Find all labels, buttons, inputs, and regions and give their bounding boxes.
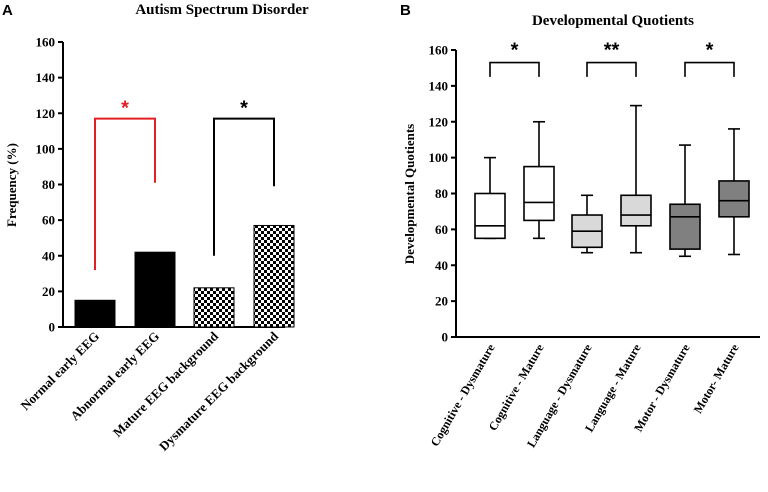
panel-b-significance-bracket [684, 61, 735, 77]
panel-b-y-tick-label: 100 [429, 150, 449, 165]
panel-b-boxes [474, 104, 750, 258]
panel-b-category-label: Motor - Dysmature [631, 341, 693, 434]
panel-b-significance: * ** * [489, 40, 735, 77]
panel-a-significance-bracket [94, 117, 156, 270]
panel-a-y-tick-label: 100 [36, 141, 56, 156]
panel-a-significance: * * [94, 98, 275, 270]
panel-a-category-label: Dysmature EEG background [156, 328, 282, 454]
panel-b-y-axis-label: Developmental Quotients [402, 124, 417, 264]
panel-b-box [474, 192, 506, 240]
panel-b-y-tick-label: 120 [429, 114, 449, 129]
panel-b-significance-star: * [511, 40, 519, 62]
panel-a-y-tick-label: 60 [42, 213, 55, 228]
panel-a-significance-bracket [213, 117, 275, 256]
panel-a-y-axis: 0 20 40 60 80 100 120 140 160 [36, 35, 285, 335]
panel-a-y-tick-label: 140 [36, 70, 56, 85]
panel-a-y-axis-label: Frequency (%) [4, 143, 19, 227]
panel-b-category-label: Cognitive - Dysmature [428, 341, 498, 449]
panel-a-bar-chart: A Autism Spectrum Disorder Frequency (%)… [2, 2, 309, 454]
panel-b-box [523, 165, 555, 222]
panel-a-title: Autism Spectrum Disorder [135, 2, 309, 18]
panel-b-y-tick-label: 160 [429, 43, 449, 58]
panel-b-box [718, 180, 750, 218]
panel-b-y-tick-label: 80 [435, 186, 448, 201]
panel-a-y-tick-label: 20 [42, 284, 55, 299]
panel-b-significance-bracket [489, 61, 540, 77]
panel-b-significance-star: * [706, 40, 714, 62]
panel-b-box-plot: B Developmental Quotients Developmental … [400, 2, 760, 450]
panel-b-y-axis: 0 20 40 60 80 100 120 140 160 [429, 43, 760, 345]
panel-b-y-tick-label: 60 [435, 222, 448, 237]
panel-a-significance-star: * [121, 98, 129, 120]
panel-a-category-label: Mature EEG background [110, 328, 222, 440]
panel-b-box [620, 194, 652, 227]
panel-b-letter: B [400, 2, 411, 19]
panel-b-y-tick-label: 20 [435, 294, 448, 309]
panel-a-bar [253, 224, 295, 328]
panel-b-y-tick-label: 0 [442, 330, 449, 345]
panel-a-bar [134, 251, 176, 328]
panel-a-y-tick-label: 160 [36, 35, 56, 50]
panel-a-bar [74, 299, 116, 328]
panel-b-title: Developmental Quotients [532, 13, 694, 29]
panel-a-y-tick-label: 40 [42, 248, 55, 263]
panel-b-category-label: Motor- Mature [691, 341, 742, 416]
panel-b-y-tick-label: 140 [429, 78, 449, 93]
panel-a-bar [193, 287, 235, 328]
panel-a-letter: A [2, 2, 13, 19]
panel-b-significance-star: ** [604, 40, 620, 62]
panel-a-y-tick-label: 0 [49, 320, 56, 335]
panel-b-box [669, 203, 701, 250]
panel-b-significance-bracket [586, 61, 637, 77]
panel-b-y-tick-label: 40 [435, 258, 448, 273]
panel-a-y-tick-label: 80 [42, 177, 55, 192]
panel-a-significance-star: * [240, 98, 248, 120]
panel-a-bars [74, 224, 295, 328]
panel-a-y-tick-label: 120 [36, 106, 56, 121]
